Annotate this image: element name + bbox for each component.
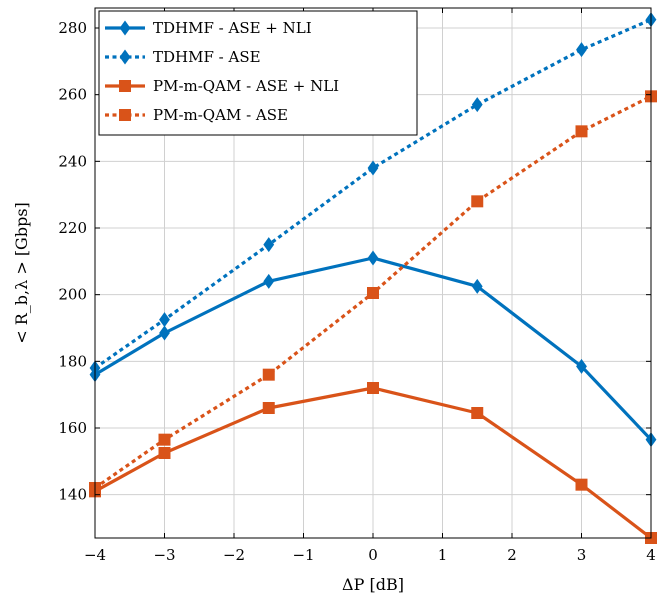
legend-label: PM-m-QAM - ASE — [153, 106, 288, 124]
legend-box — [98, 10, 418, 136]
y-axis-label: < R_b,λ > [Gbps] — [12, 202, 31, 344]
data-point — [471, 407, 484, 419]
series-layer — [89, 12, 657, 544]
legend-marker — [119, 20, 131, 36]
y-tick-label: 220 — [58, 219, 87, 237]
y-tick-label: 180 — [58, 352, 87, 370]
data-point — [158, 433, 171, 446]
data-point — [367, 287, 379, 299]
y-tick-label: 160 — [58, 419, 87, 437]
data-point — [575, 125, 588, 138]
x-tick-label: −2 — [223, 546, 245, 564]
data-point — [576, 42, 587, 58]
data-point — [262, 368, 275, 381]
data-point — [367, 250, 379, 266]
legend-marker — [119, 109, 131, 121]
legend-marker — [119, 49, 131, 65]
y-tick-label: 200 — [58, 286, 87, 304]
data-point — [263, 273, 275, 289]
y-tick-label: 260 — [58, 86, 87, 104]
x-axis-label: ΔP [dB] — [342, 575, 404, 594]
y-tick-label: 140 — [58, 486, 87, 504]
x-tick-label: −1 — [292, 546, 314, 564]
x-tick-label: 1 — [438, 546, 448, 564]
data-point — [367, 160, 379, 176]
legend-label: TDHMF - ASE + NLI — [153, 19, 312, 37]
ticks: −4 −3 −2 −1 0 1 2 3 4 140 160 180 200 220 240 260 280 — [58, 8, 656, 564]
y-tick-label: 280 — [58, 19, 87, 37]
x-tick-label: 4 — [646, 546, 656, 564]
x-tick-label: 3 — [577, 546, 587, 564]
data-point — [263, 237, 275, 253]
legend: TDHMF - ASE + NLI TDHMF - ASE PM-m-QAM - A… — [98, 10, 418, 136]
x-tick-label: 0 — [368, 546, 378, 564]
legend-label: TDHMF - ASE — [153, 48, 261, 66]
legend-marker — [119, 80, 131, 92]
x-tick-label: −4 — [84, 546, 106, 564]
data-point — [159, 312, 170, 328]
data-point — [159, 325, 170, 341]
data-point — [575, 478, 588, 491]
data-point — [367, 382, 379, 394]
data-point — [471, 278, 483, 294]
series-4 — [89, 90, 657, 494]
data-point — [576, 358, 587, 374]
data-point — [158, 447, 171, 459]
data-point — [471, 97, 483, 113]
y-tick-label: 240 — [58, 152, 87, 170]
data-point — [471, 195, 484, 208]
x-tick-label: −3 — [153, 546, 175, 564]
x-tick-label: 2 — [507, 546, 517, 564]
legend-label: PM-m-QAM - ASE + NLI — [153, 77, 339, 95]
data-point — [262, 402, 275, 414]
